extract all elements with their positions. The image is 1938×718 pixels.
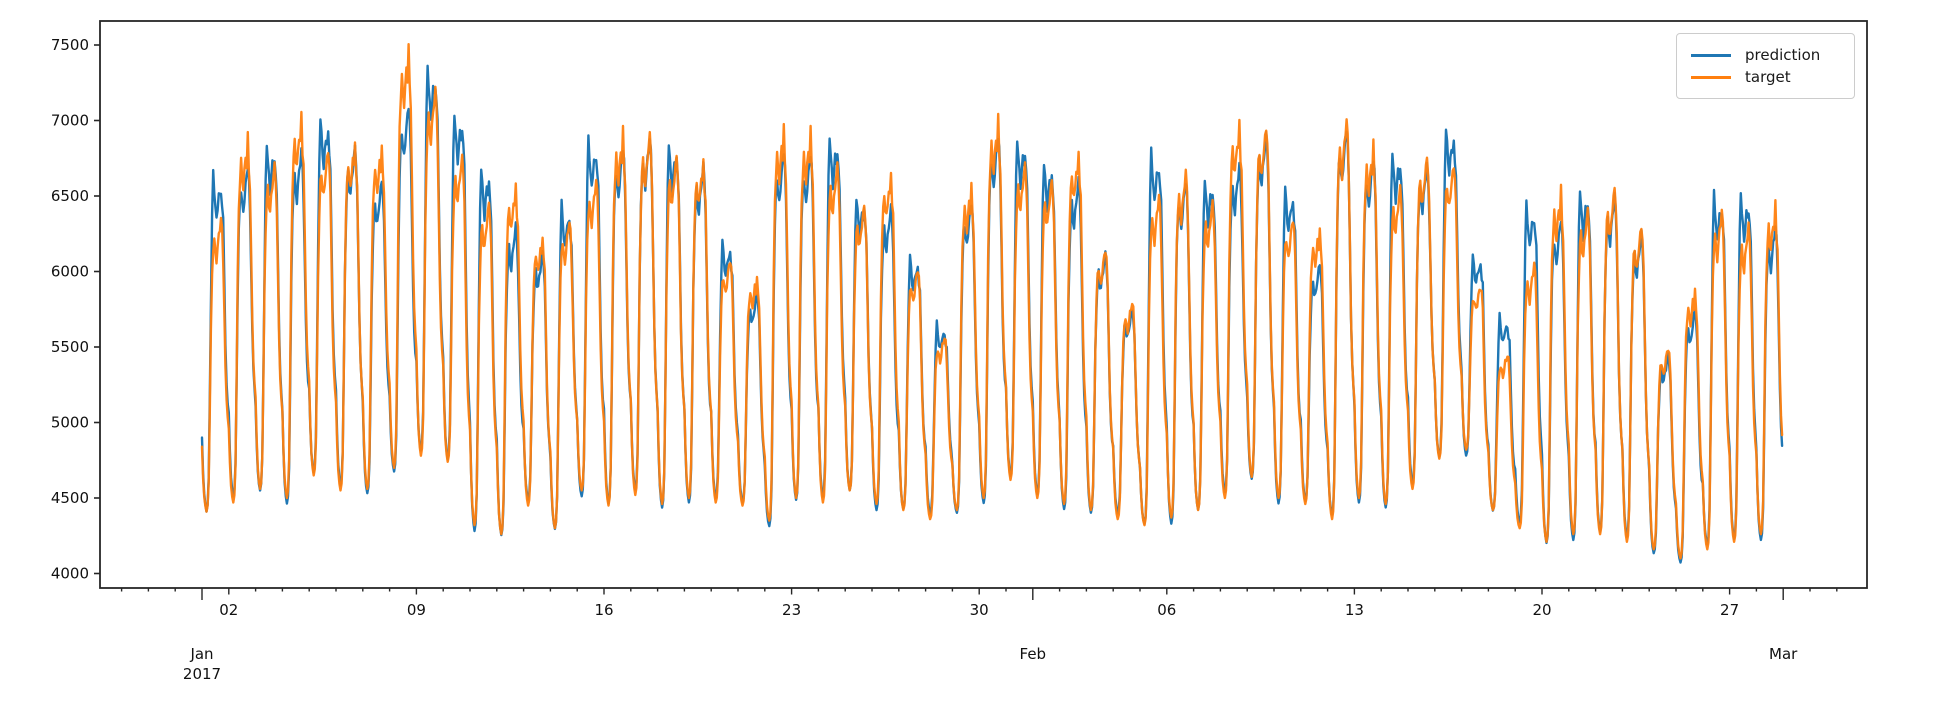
- legend-label-prediction: prediction: [1745, 45, 1821, 64]
- x-tick-label: 20: [1532, 601, 1551, 619]
- legend-item-prediction: prediction: [1691, 45, 1844, 64]
- legend-item-target: target: [1691, 67, 1844, 86]
- target-line-swatch: [1691, 75, 1731, 79]
- y-axis: 4000 4500 5000 5500 6000 6500 7000 7500: [51, 36, 100, 583]
- x-tick-label: 06: [1157, 601, 1176, 619]
- x-axis: 02 09 16 23 30 06 13 20 27 Jan 2017 Feb Mar: [120, 588, 1838, 683]
- y-tick-label: 4000: [51, 565, 89, 583]
- target-line: [200, 43, 1784, 560]
- y-tick-label: 6000: [51, 263, 89, 281]
- y-tick-label: 5000: [51, 414, 89, 432]
- x-tick-label: 09: [407, 601, 426, 619]
- x-month-label: Mar: [1769, 645, 1798, 663]
- legend: prediction target: [1676, 33, 1855, 99]
- y-tick-label: 4500: [51, 489, 89, 507]
- y-tick-label: 7500: [51, 36, 89, 54]
- x-tick-label: 27: [1720, 601, 1739, 619]
- x-tick-label: 16: [594, 601, 613, 619]
- prediction-line-swatch: [1691, 53, 1731, 57]
- x-tick-label: 23: [782, 601, 801, 619]
- y-tick-label: 6500: [51, 187, 89, 205]
- x-tick-label: 13: [1345, 601, 1364, 619]
- y-tick-label: 5500: [51, 338, 89, 356]
- x-tick-label: 02: [219, 601, 238, 619]
- x-year-label: 2017: [183, 665, 221, 683]
- axes-box: [99, 20, 1868, 589]
- x-month-label: Jan: [189, 645, 213, 663]
- y-tick-label: 7000: [51, 112, 89, 130]
- legend-label-target: target: [1745, 67, 1791, 86]
- x-tick-label: 30: [970, 601, 989, 619]
- x-month-label: Feb: [1020, 645, 1047, 663]
